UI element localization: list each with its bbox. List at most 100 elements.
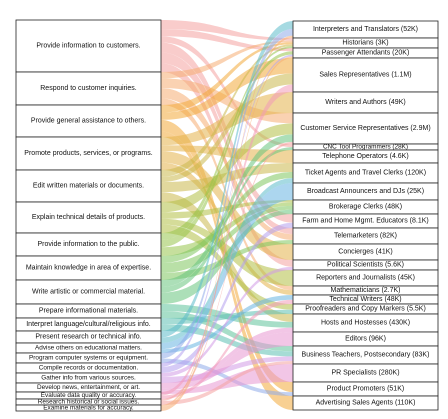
task-node-label: Maintain knowledge in area of expertise.: [26, 265, 151, 272]
task-node: Provide general assistance to others.: [15, 104, 162, 138]
flow-band: [161, 42, 293, 113]
occupation-node: Broadcast Announcers and DJs (25K): [292, 182, 439, 201]
occupation-node-label: Farm and Home Mgmt. Educators (8.1K): [302, 218, 428, 225]
task-node: Interpret language/cultural/religious in…: [15, 317, 162, 332]
flow-band: [161, 28, 293, 359]
task-node: Examine materials for accuracy.: [15, 404, 162, 412]
flow-band: [161, 51, 293, 248]
occupation-node-label: Business Teachers, Postsecondary (83K): [302, 352, 430, 359]
task-node: Program computer systems or equipment.: [15, 352, 162, 364]
task-node: Provide information to the public.: [15, 232, 162, 257]
occupation-node: Technical Writers (48K): [292, 294, 439, 305]
occupation-node-label: Customer Service Representatives (2.9M): [300, 125, 430, 132]
flow-band: [161, 123, 293, 213]
task-node-label: Provide information to customers.: [36, 43, 140, 50]
task-node: Promote products, services, or programs.: [15, 136, 162, 171]
occupation-node: Farm and Home Mgmt. Educators (8.1K): [292, 213, 439, 229]
occupation-node-label: Broadcast Announcers and DJs (25K): [307, 188, 424, 195]
occupation-node: Political Scientists (5.6K): [292, 259, 439, 271]
task-node-box: [15, 279, 162, 305]
occupation-node: Interpreters and Translators (52K): [292, 20, 439, 39]
occupation-node-label: Telemarketers (82K): [334, 233, 397, 240]
flow-band: [161, 35, 293, 408]
flow-band: [161, 147, 293, 293]
occupation-node-label: Historians (3K): [342, 40, 388, 47]
flow-band: [161, 202, 293, 256]
flow-band: [161, 332, 293, 391]
occupation-node: PR Specialists (280K): [292, 363, 439, 383]
occupation-node: Telephone Operators (4.6K): [292, 149, 439, 164]
task-node: Respond to customer inquiries.: [15, 71, 162, 106]
task-node-label: Examine materials for accuracy.: [43, 405, 134, 412]
occupation-node-label: Product Promoters (51K): [327, 386, 404, 393]
task-node: Present research or technical info.: [15, 330, 162, 344]
occupation-node-label: Technical Writers (48K): [329, 296, 401, 303]
occupation-node: CNC Tool Programmers (28K): [292, 144, 439, 151]
task-node-box: [15, 201, 162, 234]
flow-band: [161, 84, 293, 396]
flow-band: [161, 150, 293, 260]
occupation-node: Mathematicians (2.7K): [292, 285, 439, 296]
task-node-box: [15, 404, 162, 412]
task-node-label: Interpret language/cultural/religious in…: [26, 321, 151, 328]
flow-band: [161, 54, 293, 367]
task-node-label: Advise others on educational matters.: [35, 345, 142, 352]
task-node: Prepare informational materials.: [15, 303, 162, 319]
task-node: Develop news, entertainment, or art.: [15, 382, 162, 393]
occupation-node: Sales Representatives (1.1M): [292, 57, 439, 93]
flow-band: [161, 327, 293, 389]
flow-band: [161, 56, 293, 412]
occupation-node-label: Hosts and Hostesses (430K): [321, 320, 410, 327]
occupation-nodes: Interpreters and Translators (52K) Histor…: [292, 20, 439, 411]
occupation-node: Advertising Sales Agents (110K): [292, 395, 439, 411]
task-node-label: Edit written materials or documents.: [33, 183, 144, 190]
flow-band: [161, 222, 293, 373]
flow-band: [161, 356, 293, 383]
task-node-label: Develop news, entertainment, or art.: [37, 384, 140, 391]
task-node: Write artistic or commercial material.: [15, 279, 162, 305]
flow-band: [161, 20, 293, 41]
flow-band: [161, 40, 293, 79]
occupation-node-label: Proofreaders and Copy Markers (5.5K): [305, 306, 426, 313]
occupation-node-label: Political Scientists (5.6K): [327, 262, 404, 269]
flow-band: [161, 21, 293, 338]
sankey-links: [161, 20, 293, 412]
flow-band: [161, 360, 293, 405]
flow-band: [161, 44, 293, 177]
task-node-box: [15, 19, 162, 73]
occupation-node-label: CNC Tool Programmers (28K): [323, 144, 408, 151]
flow-band: [161, 29, 293, 52]
task-node-label: Write artistic or commercial material.: [32, 289, 145, 296]
occupation-node: Customer Service Representatives (2.9M): [292, 112, 439, 145]
task-node-label: Program computer systems or equipment.: [29, 355, 148, 362]
task-node: Maintain knowledge in area of expertise.: [15, 255, 162, 281]
occupation-node: Editors (96K): [292, 331, 439, 347]
task-node-box: [15, 169, 162, 203]
occupation-node: Writers and Authors (49K): [292, 91, 439, 114]
occupation-node-label: Interpreters and Translators (52K): [313, 26, 418, 33]
occupation-node-label: Reporters and Journalists (45K): [316, 275, 415, 282]
task-node-label: Research historical or social issues.: [38, 399, 140, 406]
occupation-node-label: Concierges (41K): [338, 249, 392, 256]
occupation-node-label: Editors (96K): [345, 336, 386, 343]
occupation-node-label: Mathematicians (2.7K): [330, 287, 400, 294]
task-node-label: Respond to customer inquiries.: [40, 85, 137, 92]
occupation-node-label: Passenger Attendants (20K): [322, 50, 410, 57]
occupation-node: Brokerage Clerks (48K): [292, 199, 439, 215]
occupation-node: Proofreaders and Copy Markers (5.5K): [292, 303, 439, 315]
occupation-node-label: Writers and Authors (49K): [325, 99, 405, 106]
task-node-label: Evaluate data quality or accuracy.: [41, 392, 137, 399]
occupation-node: Historians (3K): [292, 37, 439, 49]
flow-band: [161, 46, 293, 240]
occupation-node-box: [292, 395, 439, 411]
flow-band: [161, 73, 293, 183]
task-node-label: Provide general assistance to others.: [31, 118, 146, 125]
task-node-box: [15, 255, 162, 281]
flow-band: [161, 141, 293, 402]
flow-band: [161, 266, 293, 377]
occupation-node: Passenger Attendants (20K): [292, 47, 439, 59]
occupation-node: Concierges (41K): [292, 243, 439, 261]
task-node-label: Compile records or documentation.: [39, 365, 139, 372]
occupation-node-label: Brokerage Clerks (48K): [329, 204, 402, 211]
